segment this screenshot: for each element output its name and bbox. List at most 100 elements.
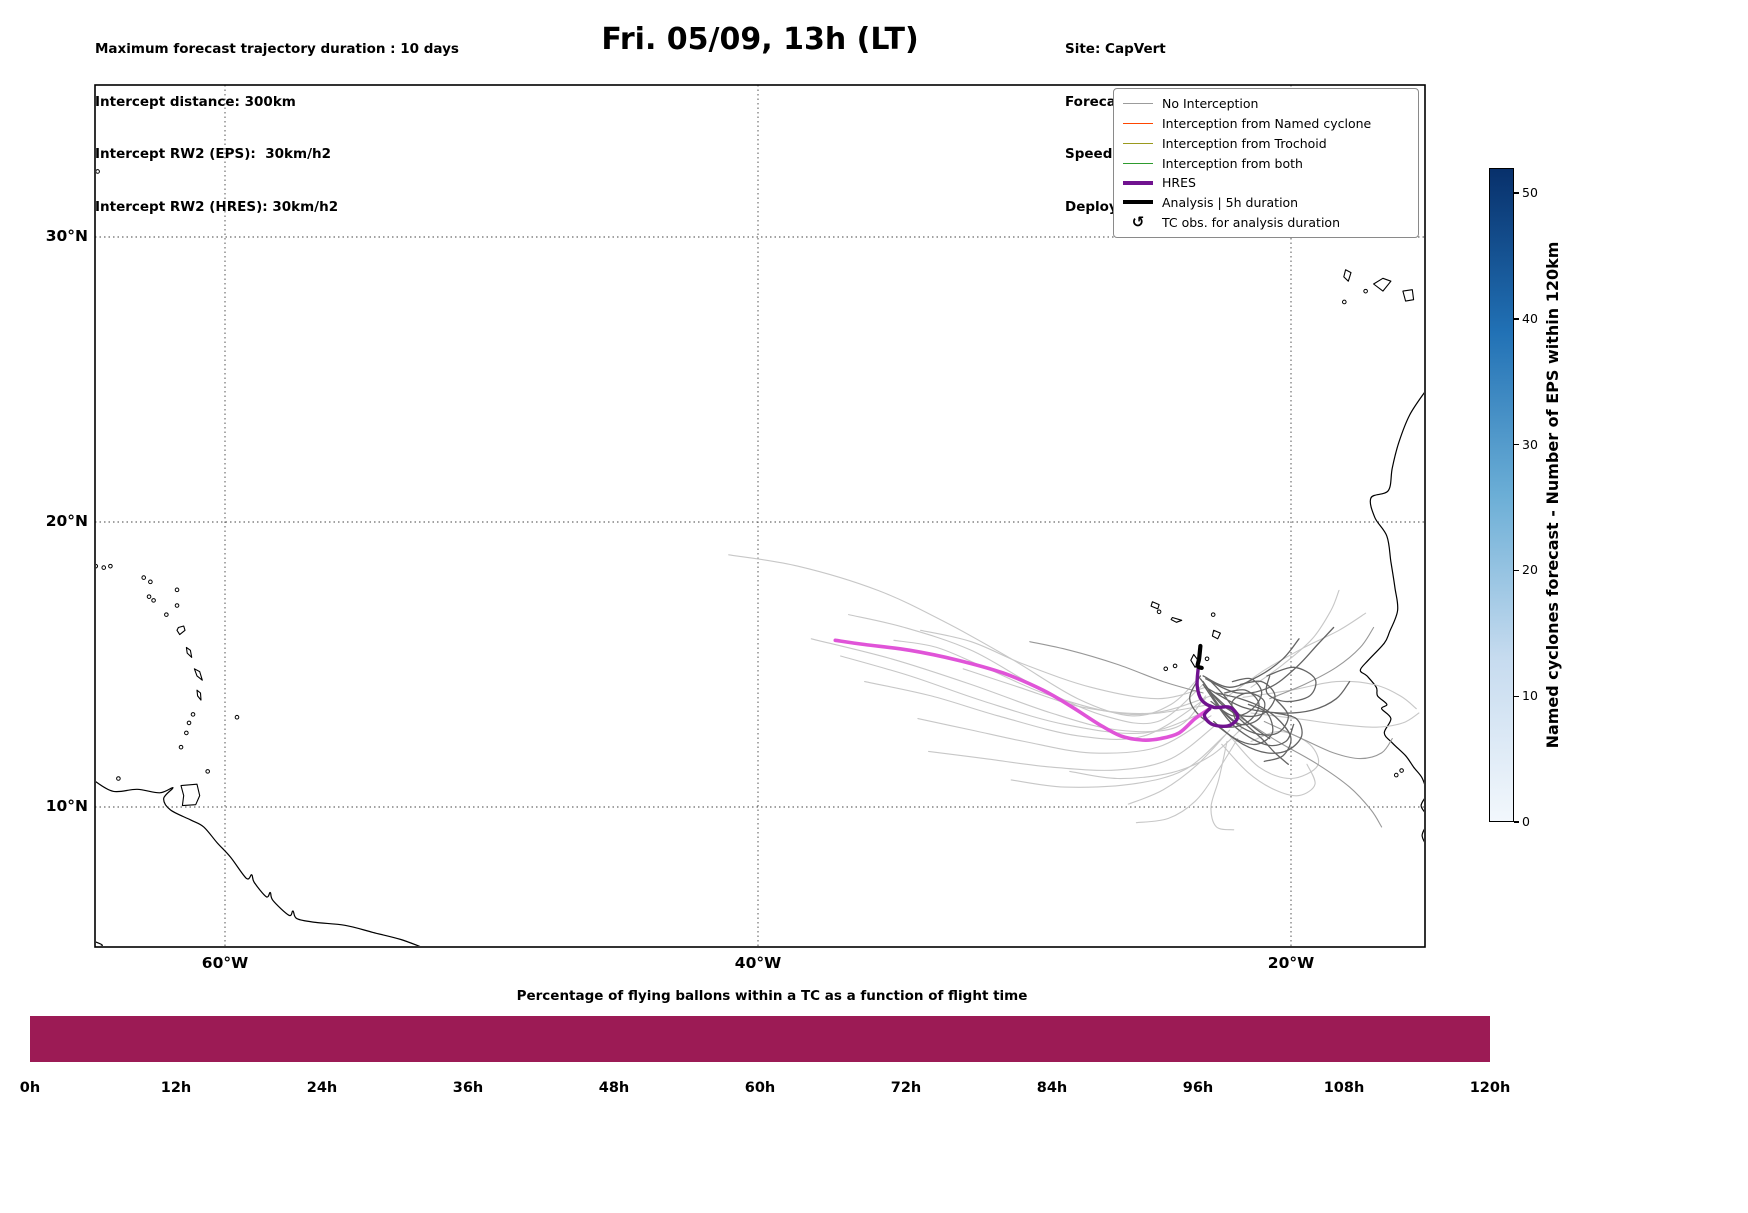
island-outline bbox=[1343, 269, 1352, 282]
eps-trajectory bbox=[1205, 680, 1351, 714]
island-dot bbox=[1363, 288, 1368, 294]
island-outline bbox=[176, 625, 186, 636]
colorbar-tick bbox=[1514, 443, 1519, 446]
island-dot bbox=[1172, 663, 1178, 669]
island-outline bbox=[1402, 289, 1415, 302]
colorbar-tick-label: 10 bbox=[1522, 688, 1538, 704]
coastline bbox=[1421, 828, 1424, 843]
island-dot bbox=[1393, 772, 1399, 778]
legend-line-swatch bbox=[1123, 123, 1153, 125]
island-dot bbox=[96, 563, 99, 569]
island-dot bbox=[148, 579, 153, 585]
island-outline bbox=[193, 668, 203, 681]
island-dot bbox=[1163, 666, 1169, 672]
colorbar-label: Named cyclones forecast - Number of EPS … bbox=[1543, 241, 1562, 749]
legend-line-swatch bbox=[1123, 142, 1153, 144]
island-outline bbox=[1211, 629, 1221, 640]
island-dot bbox=[1399, 768, 1404, 773]
eps-trajectory bbox=[1202, 683, 1295, 747]
bottom-chart-title: Percentage of flying ballons within a TC… bbox=[516, 988, 1028, 1004]
colorbar-tick-label: 40 bbox=[1522, 310, 1538, 326]
colorbar-tick bbox=[1514, 821, 1519, 823]
eps-trajectory bbox=[928, 723, 1217, 771]
bottom-tick-label: 60h bbox=[744, 1080, 776, 1096]
island-dot bbox=[184, 730, 189, 736]
eps-trajectory bbox=[1069, 726, 1244, 780]
legend-line bbox=[1123, 142, 1153, 144]
legend-line bbox=[1123, 162, 1153, 164]
eps-trajectory bbox=[1250, 712, 1420, 728]
legend-item: Interception from both bbox=[1123, 153, 1409, 173]
coastlines bbox=[96, 169, 1424, 946]
eps-trajectory bbox=[1250, 589, 1340, 688]
legend-line bbox=[1123, 200, 1153, 205]
hres-trajectory bbox=[833, 638, 1240, 742]
header-left: Maximum forecast trajectory duration : 1… bbox=[95, 6, 459, 251]
bottom-tick-label: 108h bbox=[1323, 1080, 1365, 1096]
eps-trajectory bbox=[848, 614, 1204, 725]
bottom-tick-label: 24h bbox=[306, 1080, 338, 1096]
bottom-tick-label: 12h bbox=[160, 1080, 192, 1096]
eps-trajectory bbox=[893, 639, 1212, 716]
legend-line-swatch bbox=[1123, 180, 1153, 185]
coastline bbox=[1359, 392, 1424, 785]
legend-label: No Interception bbox=[1162, 96, 1259, 112]
eps-trajectory bbox=[1242, 680, 1417, 710]
legend-item: No Interception bbox=[1123, 94, 1409, 114]
island-dot bbox=[96, 169, 100, 174]
island-dot bbox=[1342, 299, 1347, 305]
eps-trajectory bbox=[1205, 626, 1335, 694]
colorbar-tick bbox=[1514, 569, 1519, 572]
legend-label: Interception from Trochoid bbox=[1162, 135, 1327, 151]
island-dot bbox=[1156, 609, 1162, 615]
map-border bbox=[94, 84, 1426, 948]
island-dot bbox=[116, 776, 121, 781]
legend-line-swatch bbox=[1123, 103, 1153, 105]
eps-trajectory bbox=[1269, 626, 1375, 700]
eps-trajectory bbox=[1010, 735, 1225, 788]
eps-trajectory bbox=[1215, 692, 1292, 763]
colorbar-tick-label: 20 bbox=[1522, 562, 1538, 578]
island-dot bbox=[234, 714, 240, 720]
y-tick-label: 10°N bbox=[45, 797, 88, 815]
island-dot bbox=[146, 594, 152, 599]
island-dot bbox=[101, 565, 107, 570]
analysis-trajectory bbox=[1195, 643, 1204, 670]
coastline bbox=[96, 781, 421, 946]
island-dot bbox=[164, 612, 169, 617]
bottom-tick-label: 36h bbox=[452, 1080, 484, 1096]
eps-trajectory bbox=[1263, 720, 1393, 760]
island-outline bbox=[185, 646, 193, 658]
x-tick-label: 40°W bbox=[734, 954, 782, 972]
colorbar-tick-label: 30 bbox=[1522, 436, 1538, 452]
eps-trajectory bbox=[864, 681, 1207, 740]
map-legend: No Interception Interception from Named c… bbox=[1113, 88, 1419, 238]
legend-line bbox=[1123, 103, 1153, 105]
page-title: Fri. 05/09, 13h (LT) bbox=[601, 22, 919, 57]
colorbar-tick bbox=[1514, 192, 1519, 194]
eps-trajectory bbox=[1218, 712, 1303, 754]
eps-trajectory bbox=[810, 638, 1207, 733]
eps-trajectory bbox=[1029, 641, 1204, 694]
eps-trajectory bbox=[962, 668, 1212, 715]
legend-item: Interception from Named cyclone bbox=[1123, 114, 1409, 134]
bottom-tick-label: 96h bbox=[1182, 1080, 1214, 1096]
legend-label: Analysis | 5h duration bbox=[1162, 194, 1299, 210]
header-left-line: Intercept RW2 (EPS): 30km/h2 bbox=[95, 146, 331, 162]
island-dot bbox=[178, 744, 184, 750]
legend-item: HRES bbox=[1123, 173, 1409, 193]
x-tick-label: 60°W bbox=[201, 954, 249, 972]
island-dot bbox=[190, 712, 196, 717]
colorbar-tick-label: 0 bbox=[1522, 814, 1530, 829]
bottom-tick-label: 120h bbox=[1469, 1080, 1511, 1096]
eps-trajectory bbox=[1237, 715, 1383, 828]
eps-trajectory bbox=[840, 655, 1209, 734]
analysis-line bbox=[1195, 643, 1204, 670]
eps-trajectory bbox=[728, 554, 1201, 717]
bottom-tick-label: 72h bbox=[890, 1080, 922, 1096]
legend-label: Interception from both bbox=[1162, 155, 1303, 171]
legend-item: ↺ TC obs. for analysis duration bbox=[1123, 212, 1409, 232]
island-outline bbox=[1170, 616, 1183, 623]
